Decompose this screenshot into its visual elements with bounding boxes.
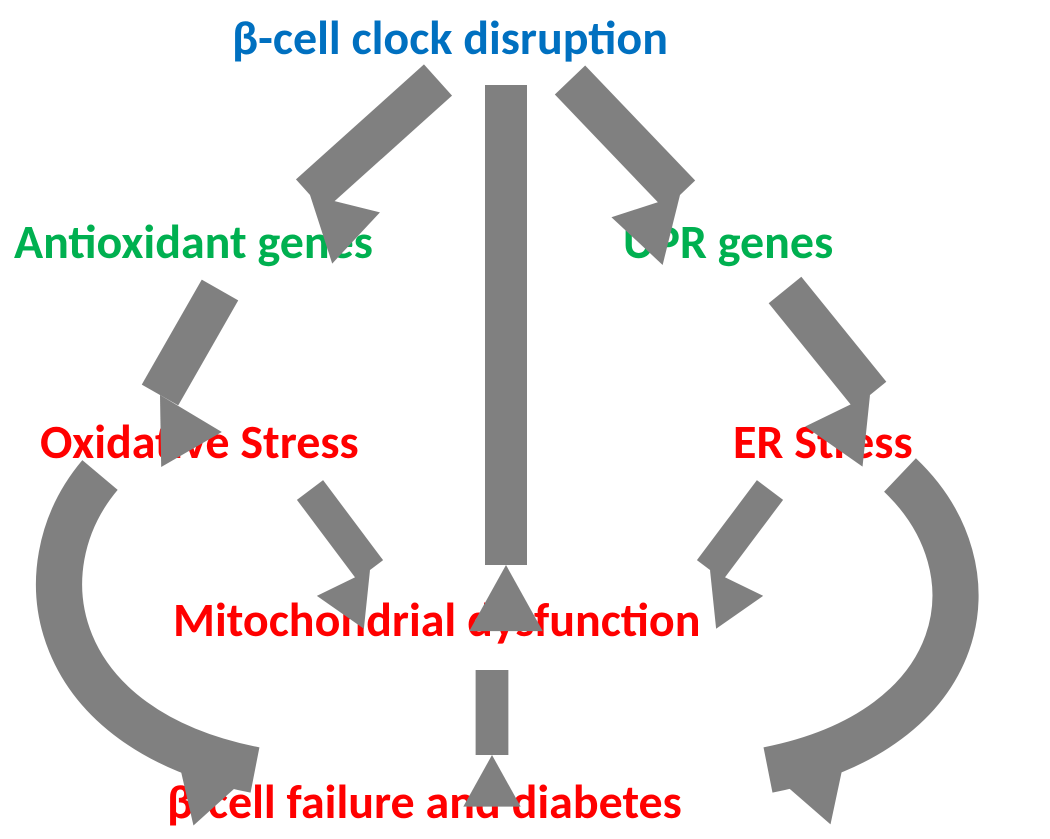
failure-label: β-cell failure and diabetes [167, 772, 682, 831]
mito-label: Mitochondrial dysfunction [173, 590, 700, 649]
er-label: ER Stress [733, 412, 913, 471]
oxidative-label: Oxidative Stress [40, 412, 359, 471]
antioxidant-label: Antioxidant genes [14, 212, 373, 271]
upr-label: UPR genes [623, 212, 833, 271]
title-label: β-cell clock disruption [232, 8, 668, 67]
